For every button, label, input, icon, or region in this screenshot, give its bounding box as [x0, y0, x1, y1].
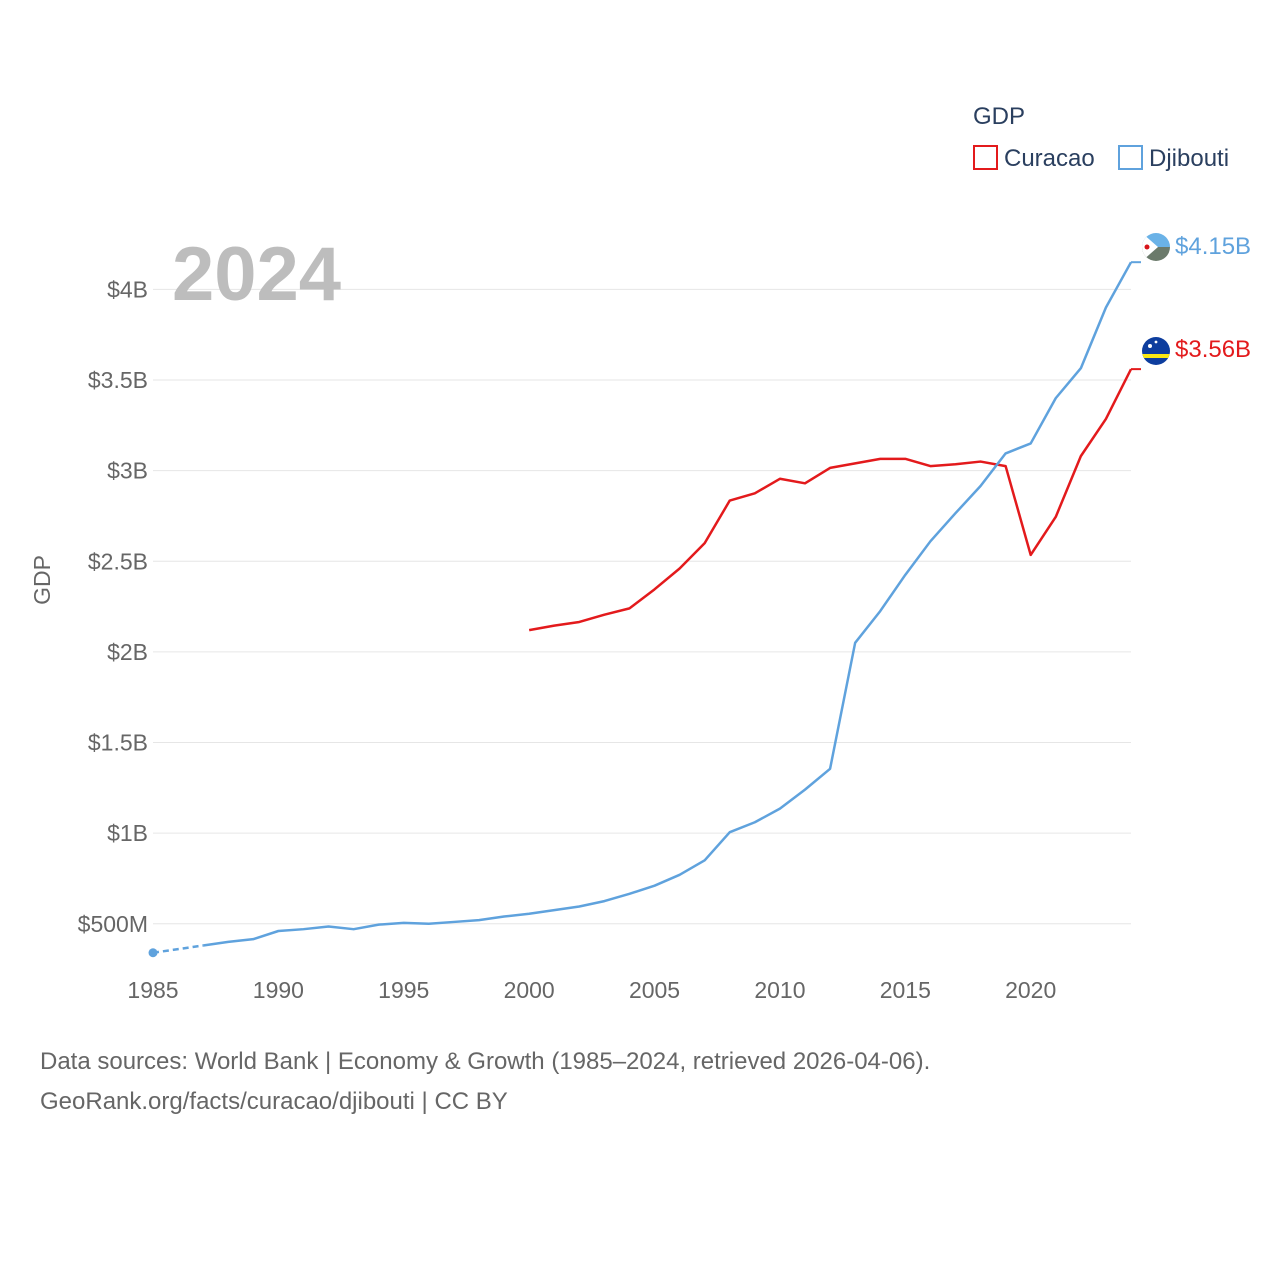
series-line-djibouti: [202, 261, 1133, 947]
x-tick-label: 1985: [127, 977, 178, 1003]
series-start-point-djibouti: [148, 948, 158, 958]
x-tick-label: 1995: [378, 977, 429, 1003]
y-tick-label: $1B: [107, 820, 148, 846]
y-tick-label: $3.5B: [88, 367, 148, 393]
x-axis-ticks: 1985 1990 1995 2000 2005 2010 2015 2020: [127, 977, 1056, 1003]
djibouti-flag-icon: [1142, 233, 1170, 261]
source-line-1: Data sources: World Bank | Economy & Gro…: [40, 1048, 931, 1075]
series-line-djibouti-estimated: [152, 944, 204, 954]
series-line-curacao: [528, 368, 1133, 632]
legend-swatch-djibouti: [1118, 145, 1143, 170]
legend-title: GDP: [973, 103, 1025, 130]
series-lines: [148, 261, 1141, 958]
legend-item-djibouti[interactable]: Djibouti: [1118, 145, 1229, 172]
y-tick-label: $1.5B: [88, 730, 148, 756]
curacao-flag-icon: [1142, 337, 1170, 365]
x-tick-label: 2000: [504, 977, 555, 1003]
y-tick-label: $2.5B: [88, 548, 148, 574]
source-note: Data sources: World Bank | Economy & Gro…: [40, 1042, 930, 1122]
legend-swatch-curacao: [973, 145, 998, 170]
gdp-line-chart: $500M $1B $1.5B $2B $2.5B $3B $3.5B $4B 1985 199…: [29, 103, 1251, 1003]
end-label-djibouti: $4.15B: [1175, 233, 1251, 260]
legend-label-curacao: Curacao: [1004, 145, 1095, 172]
x-tick-label: 2005: [629, 977, 680, 1003]
x-tick-label: 2020: [1005, 977, 1056, 1003]
y-tick-label: $2B: [107, 639, 148, 665]
y-tick-label: $3B: [107, 458, 148, 484]
x-tick-label: 1990: [253, 977, 304, 1003]
y-axis-label: GDP: [29, 555, 55, 605]
x-tick-label: 2010: [754, 977, 805, 1003]
legend-label-djibouti: Djibouti: [1149, 145, 1229, 172]
end-label-curacao: $3.56B: [1175, 336, 1251, 363]
legend: GDP Curacao Djibouti: [973, 103, 1229, 172]
gridlines: [153, 288, 1131, 925]
legend-item-curacao[interactable]: Curacao: [973, 145, 1095, 172]
source-line-2: GeoRank.org/facts/curacao/djibouti | CC …: [40, 1088, 508, 1115]
year-watermark: 2024: [172, 232, 341, 317]
y-tick-label: $500M: [78, 911, 148, 937]
y-axis-ticks: $500M $1B $1.5B $2B $2.5B $3B $3.5B $4B: [78, 276, 148, 936]
y-tick-label: $4B: [107, 276, 148, 302]
x-tick-label: 2015: [880, 977, 931, 1003]
